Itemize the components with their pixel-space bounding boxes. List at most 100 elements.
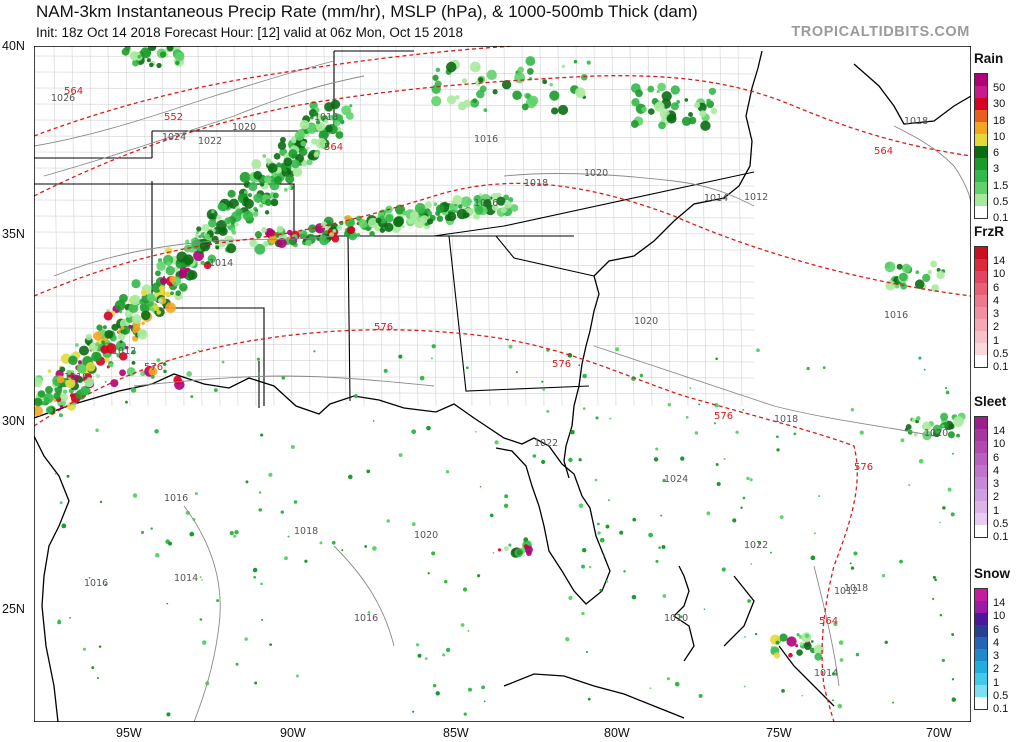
lon-label-90w: 90W xyxy=(280,726,306,740)
precip-cell xyxy=(129,51,140,61)
precip-cell xyxy=(713,422,716,425)
precip-cell xyxy=(272,192,279,199)
precip-cell xyxy=(467,629,470,632)
precip-cell xyxy=(477,574,481,578)
precip-cell xyxy=(749,478,753,482)
precip-cell xyxy=(516,549,523,556)
precip-cell xyxy=(69,393,75,398)
precip-cell xyxy=(833,622,838,627)
precip-cell xyxy=(936,267,941,272)
precip-cell xyxy=(325,124,333,133)
precip-cell xyxy=(201,579,203,581)
precip-cell xyxy=(504,200,512,209)
precip-cell xyxy=(260,582,263,586)
precip-cell xyxy=(85,362,96,372)
precip-cell xyxy=(684,98,689,102)
precip-cell xyxy=(287,229,293,236)
precip-cell xyxy=(221,204,228,210)
lon-label-85w: 85W xyxy=(443,726,469,740)
precip-cell xyxy=(149,62,154,68)
color-swatch xyxy=(975,453,987,465)
precip-cell xyxy=(270,198,279,207)
precip-cell xyxy=(285,174,295,184)
precip-cell xyxy=(108,362,114,368)
precip-cell xyxy=(354,394,358,399)
precip-cell xyxy=(542,388,545,391)
precip-cell xyxy=(366,469,371,474)
precip-cell xyxy=(302,238,307,242)
thickness-label: 576 xyxy=(854,462,873,473)
precip-cell xyxy=(570,429,575,435)
precip-cell xyxy=(472,98,478,104)
precip-cell xyxy=(582,548,587,553)
color-swatch xyxy=(975,283,987,295)
precip-cell xyxy=(934,578,937,582)
precip-cell xyxy=(799,641,804,646)
precip-cell xyxy=(549,82,553,87)
precip-cell xyxy=(446,95,457,105)
precip-cell xyxy=(715,357,718,361)
precip-cell xyxy=(398,453,403,458)
color-swatch xyxy=(975,697,987,709)
precip-cell xyxy=(444,579,448,584)
precip-cell xyxy=(59,366,66,373)
precip-cell xyxy=(53,392,61,400)
precip-cell xyxy=(197,349,200,352)
chart-title: NAM-3km Instantaneous Precip Rate (mm/hr… xyxy=(36,2,698,21)
precip-cell xyxy=(372,546,377,551)
scale-label: 4 xyxy=(993,464,1000,477)
isobar-label: 1016 xyxy=(354,613,378,624)
precip-cell xyxy=(358,219,368,229)
precip-cell xyxy=(426,218,434,225)
color-swatch xyxy=(975,98,987,110)
thickness-contours xyxy=(34,46,971,722)
precip-cell xyxy=(581,564,585,569)
color-swatch xyxy=(975,355,987,367)
precip-cell xyxy=(431,551,436,556)
precip-cell xyxy=(462,587,468,592)
precip-cell xyxy=(58,413,63,418)
precip-cell xyxy=(901,263,912,273)
scale-label: 3 xyxy=(993,308,1000,320)
precip-cell xyxy=(948,423,955,430)
precip-cell xyxy=(175,290,182,296)
isobar-label: 1012 xyxy=(744,192,768,203)
isobar-label: 1020 xyxy=(232,122,256,133)
precip-cell xyxy=(723,457,726,460)
color-swatch xyxy=(975,685,987,697)
precip-cell xyxy=(476,89,485,99)
thickness-label: 576 xyxy=(714,411,733,422)
precip-cell xyxy=(427,572,430,575)
precip-cell xyxy=(411,429,417,435)
color-swatch xyxy=(975,601,987,613)
precip-cell xyxy=(508,543,512,547)
precip-cell xyxy=(546,409,550,413)
precip-cell xyxy=(795,644,799,648)
lat-label-25n: 25N xyxy=(2,602,25,616)
precip-cell xyxy=(412,710,415,713)
precip-cell xyxy=(474,205,484,215)
isobar-label: 1016 xyxy=(884,310,908,321)
precip-cell xyxy=(674,681,680,687)
precip-cell xyxy=(104,357,110,363)
color-swatch xyxy=(975,513,987,525)
precip-cell xyxy=(98,645,102,648)
lat-label-40n: 40N xyxy=(2,39,25,53)
scale-label: 6 xyxy=(993,451,1000,464)
precip-cell xyxy=(189,531,195,537)
precip-cell xyxy=(215,245,220,250)
precip-cell xyxy=(735,430,739,434)
precip-cell xyxy=(681,116,692,127)
precip-cell xyxy=(131,279,141,289)
precip-cell xyxy=(384,222,394,233)
color-swatch xyxy=(975,613,987,625)
precip-cell xyxy=(117,333,126,341)
precip-cell xyxy=(918,458,924,464)
scale-label: 0.1 xyxy=(993,531,1009,543)
precip-cell xyxy=(153,297,158,302)
isobar-label: 1020 xyxy=(584,168,608,179)
precip-cell xyxy=(253,211,259,217)
isobar-label: 1016 xyxy=(474,134,498,145)
scale-label: 18 xyxy=(993,114,1006,127)
lat-label-30n: 30N xyxy=(2,414,25,428)
